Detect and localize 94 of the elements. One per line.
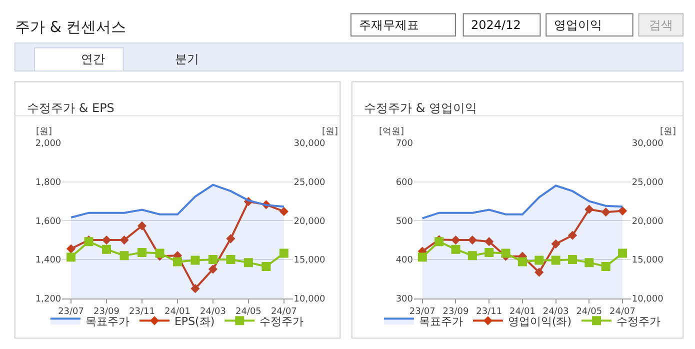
- y2-tick-label: 20,000: [632, 216, 664, 227]
- point: [208, 254, 218, 264]
- point: [551, 256, 560, 265]
- point: [102, 244, 112, 254]
- chart-title: 수정주가 & EPS: [27, 101, 114, 115]
- point: [155, 248, 164, 258]
- x-tick-label: 24/07: [610, 307, 636, 318]
- y-tick-label: 2,000: [35, 139, 62, 150]
- y-tick-label: 400: [396, 256, 414, 266]
- x-tick-label: 24/05: [235, 307, 262, 318]
- point: [102, 235, 112, 245]
- point: [468, 235, 477, 245]
- point: [618, 248, 628, 258]
- point: [534, 256, 544, 265]
- y-tick-label: 600: [396, 178, 414, 188]
- y2-tick-label: 30,000: [294, 139, 326, 150]
- legend-label: 수정주가: [260, 314, 304, 328]
- point: [66, 252, 76, 262]
- x-tick-label: 24/01: [164, 307, 190, 318]
- y-tick-label: 700: [396, 139, 414, 150]
- point: [584, 204, 594, 214]
- x-tick-label: 23/09: [94, 307, 120, 318]
- point: [244, 258, 253, 268]
- y-tick-label: 300: [396, 294, 414, 304]
- point: [190, 284, 200, 294]
- point: [568, 254, 577, 264]
- text: 주가 & 컨센서스: [15, 18, 126, 36]
- y-tick-label: 1,800: [35, 178, 62, 188]
- point: [484, 248, 494, 257]
- point: [120, 235, 129, 245]
- y2-tick-label: 20,000: [294, 216, 326, 227]
- x-tick-label: 23/11: [476, 307, 502, 318]
- x-tick-label: 24/07: [270, 307, 297, 318]
- legend-label: 목표주가: [418, 314, 463, 328]
- y2-tick-label: 15,000: [294, 256, 326, 266]
- point: [226, 254, 236, 264]
- legend-label: 영업이익(좌): [508, 314, 572, 328]
- point: [601, 262, 610, 271]
- point: [172, 257, 182, 266]
- point: [226, 234, 236, 244]
- y2-tick-label: 15,000: [632, 256, 664, 266]
- text: 연간: [81, 52, 105, 66]
- y-tick-label: 1,200: [35, 294, 62, 304]
- legend-label: EPS(좌): [174, 314, 215, 328]
- y-axis-title: [원]: [36, 127, 52, 137]
- point: [279, 206, 288, 216]
- point: [551, 239, 560, 248]
- text: 2024/12: [471, 18, 521, 32]
- legend-label: 수정주가: [616, 314, 661, 328]
- point: [484, 237, 494, 246]
- point: [584, 258, 594, 268]
- point: [601, 208, 610, 217]
- point: [618, 206, 628, 216]
- y-tick-label: 500: [396, 216, 414, 227]
- point: [468, 251, 477, 260]
- point: [501, 248, 510, 258]
- y2-axis-title: [원]: [322, 127, 338, 137]
- text: 검색: [649, 18, 673, 32]
- legend-label: 목표주가: [85, 314, 130, 328]
- x-tick-label: 24/03: [542, 307, 569, 318]
- text: 영업이익: [554, 18, 602, 32]
- point: [120, 251, 129, 260]
- chart-title: 수정주가 & 영업이익: [364, 101, 477, 115]
- x-tick-label: 23/11: [129, 307, 155, 318]
- y2-tick-label: 25,000: [294, 178, 326, 188]
- point: [568, 230, 578, 240]
- point: [451, 244, 460, 254]
- point: [262, 262, 271, 271]
- point: [66, 244, 76, 254]
- point: [418, 252, 427, 262]
- y-axis-title: [억원]: [379, 127, 404, 137]
- x-tick-label: 24/05: [576, 307, 602, 318]
- text: 분기: [175, 52, 199, 66]
- y2-axis-title: [원]: [660, 127, 676, 137]
- x-tick-label: 24/01: [509, 307, 536, 318]
- x-tick-label: 23/09: [442, 307, 469, 318]
- y2-tick-label: 10,000: [632, 294, 664, 304]
- point: [279, 248, 288, 258]
- y2-tick-label: 10,000: [294, 294, 326, 304]
- y-tick-label: 1,400: [35, 256, 62, 266]
- point: [518, 257, 527, 266]
- point: [208, 264, 218, 274]
- point: [137, 248, 146, 257]
- point: [451, 235, 460, 245]
- text: 주재무제표: [359, 18, 419, 32]
- point: [137, 221, 147, 230]
- x-tick-label: 24/03: [200, 307, 226, 318]
- point: [190, 256, 200, 265]
- y2-tick-label: 30,000: [632, 139, 664, 150]
- x-tick-label: 23/07: [409, 307, 436, 318]
- x-tick-label: 23/07: [58, 307, 84, 318]
- y-tick-label: 1,600: [35, 216, 62, 227]
- y2-tick-label: 25,000: [632, 178, 664, 188]
- point: [534, 268, 544, 277]
